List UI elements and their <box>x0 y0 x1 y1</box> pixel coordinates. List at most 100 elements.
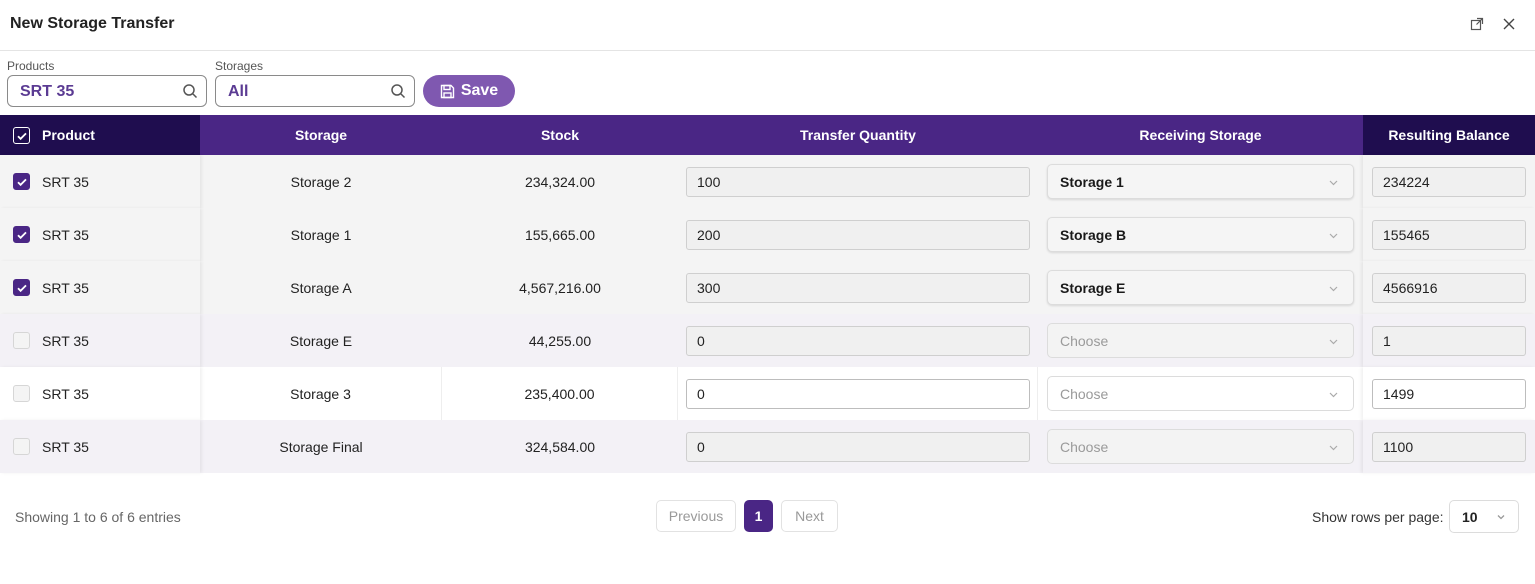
row-checkbox[interactable] <box>13 438 30 455</box>
receiving-storage-value: Choose <box>1060 438 1109 455</box>
storage-cell: Storage 1 <box>290 226 352 243</box>
select-all-checkbox[interactable] <box>13 127 30 144</box>
resulting-balance-input[interactable]: 1100 <box>1372 432 1526 462</box>
check-icon <box>16 132 27 140</box>
resulting-balance-input[interactable]: 1 <box>1372 326 1526 356</box>
stock-cell: 324,584.00 <box>524 438 596 455</box>
product-name: SRT 35 <box>42 385 89 402</box>
rows-per-page-select[interactable]: 10 <box>1449 500 1519 533</box>
receiving-storage-select[interactable]: Storage E <box>1047 270 1354 305</box>
stock-cell: 155,665.00 <box>524 226 596 243</box>
close-icon[interactable] <box>1499 14 1519 34</box>
chevron-down-icon <box>1329 445 1338 451</box>
save-button[interactable]: Save <box>423 75 515 107</box>
product-cell: SRT 35 <box>0 420 200 473</box>
table-header: Product Storage Stock Transfer Quantity … <box>0 115 1535 155</box>
receiving-storage-cell: Choose <box>1038 420 1363 473</box>
window-titlebar: New Storage Transfer <box>0 0 1535 51</box>
receiving-storage-cell: Choose <box>1038 367 1363 420</box>
entries-info: Showing 1 to 6 of 6 entries <box>15 509 181 525</box>
receiving-storage-cell: Storage B <box>1038 208 1363 261</box>
column-header-stock: Stock <box>540 127 580 143</box>
product-cell: SRT 35 <box>0 367 200 420</box>
receiving-storage-value: Choose <box>1060 385 1109 402</box>
receiving-storage-cell: Choose <box>1038 314 1363 367</box>
receiving-storage-select[interactable]: Storage B <box>1047 217 1354 252</box>
product-name: SRT 35 <box>42 226 89 243</box>
product-name: SRT 35 <box>42 173 89 190</box>
column-header-receiving-storage: Receiving Storage <box>1139 127 1262 143</box>
check-icon <box>16 178 27 186</box>
product-name: SRT 35 <box>42 332 89 349</box>
resulting-balance-cell: 4566916 <box>1363 261 1535 314</box>
storage-cell: Storage 2 <box>290 173 352 190</box>
column-header-transfer-quantity: Transfer Quantity <box>800 127 916 143</box>
resulting-balance-input[interactable]: 1499 <box>1372 379 1526 409</box>
transfer-quantity-input[interactable]: 0 <box>686 432 1030 462</box>
receiving-storage-value: Choose <box>1060 332 1109 349</box>
chevron-down-icon <box>1329 392 1338 398</box>
expand-icon[interactable] <box>1467 14 1487 34</box>
product-name: SRT 35 <box>42 279 89 296</box>
row-checkbox[interactable] <box>13 226 30 243</box>
receiving-storage-select[interactable]: Choose <box>1047 429 1354 464</box>
rows-per-page-label: Show rows per page: <box>1312 509 1444 525</box>
search-icon[interactable] <box>182 83 198 99</box>
chevron-down-icon <box>1329 339 1338 345</box>
products-filter-input[interactable] <box>20 82 160 102</box>
storage-cell: Storage Final <box>279 438 363 455</box>
chevron-down-icon <box>1329 233 1338 239</box>
storage-cell: Storage A <box>290 279 352 296</box>
table-row: SRT 35 Storage 1 155,665.00 200 Storage B 155… <box>0 208 1535 261</box>
next-page-button[interactable]: Next <box>781 500 838 532</box>
transfer-quantity-input[interactable]: 0 <box>686 379 1030 409</box>
check-icon <box>16 284 27 292</box>
product-name: SRT 35 <box>42 438 89 455</box>
resulting-balance-input[interactable]: 4566916 <box>1372 273 1526 303</box>
stock-cell: 235,400.00 <box>442 367 678 420</box>
column-header-storage: Storage <box>294 127 348 143</box>
chevron-down-icon <box>1497 515 1505 520</box>
table-row: SRT 35 Storage Final 324,584.00 0 Choose 1100 <box>0 420 1535 473</box>
transfer-quantity-cell: 0 <box>678 314 1038 367</box>
transfer-quantity-input[interactable]: 300 <box>686 273 1030 303</box>
resulting-balance-input[interactable]: 155465 <box>1372 220 1526 250</box>
transfer-quantity-cell: 100 <box>678 155 1038 208</box>
receiving-storage-select[interactable]: Choose <box>1047 376 1354 411</box>
receiving-storage-select[interactable]: Storage 1 <box>1047 164 1354 199</box>
table-row: SRT 35 Storage 3 235,400.00 0 Choose 1499 <box>0 367 1535 420</box>
transfer-quantity-cell: 300 <box>678 261 1038 314</box>
page-1-button[interactable]: 1 <box>744 500 773 532</box>
storage-cell: Storage E <box>289 332 353 349</box>
row-checkbox[interactable] <box>13 279 30 296</box>
receiving-storage-cell: Storage 1 <box>1038 155 1363 208</box>
stock-cell: 234,324.00 <box>524 173 596 190</box>
rows-per-page-value: 10 <box>1462 508 1478 525</box>
resulting-balance-cell: 155465 <box>1363 208 1535 261</box>
previous-page-button[interactable]: Previous <box>656 500 736 532</box>
row-checkbox[interactable] <box>13 332 30 349</box>
storages-filter[interactable] <box>215 75 415 107</box>
transfer-quantity-cell: 0 <box>678 367 1038 420</box>
receiving-storage-cell: Storage E <box>1038 261 1363 314</box>
products-filter[interactable] <box>7 75 207 107</box>
search-icon[interactable] <box>390 83 406 99</box>
stock-cell: 44,255.00 <box>528 332 592 349</box>
product-cell: SRT 35 <box>0 314 200 367</box>
row-checkbox[interactable] <box>13 385 30 402</box>
receiving-storage-value: Storage E <box>1060 279 1126 296</box>
transfer-quantity-input[interactable]: 200 <box>686 220 1030 250</box>
receiving-storage-select[interactable]: Choose <box>1047 323 1354 358</box>
table-row: SRT 35 Storage 2 234,324.00 100 Storage 1 234… <box>0 155 1535 208</box>
transfer-quantity-input[interactable]: 0 <box>686 326 1030 356</box>
chevron-down-icon <box>1329 286 1338 292</box>
resulting-balance-input[interactable]: 234224 <box>1372 167 1526 197</box>
column-header-product: Product <box>0 115 200 155</box>
transfer-quantity-cell: 200 <box>678 208 1038 261</box>
resulting-balance-cell: 1 <box>1363 314 1535 367</box>
storages-filter-input[interactable] <box>228 82 368 102</box>
transfer-quantity-input[interactable]: 100 <box>686 167 1030 197</box>
row-checkbox[interactable] <box>13 173 30 190</box>
receiving-storage-value: Storage 1 <box>1060 173 1124 190</box>
column-header-product-label: Product <box>42 127 95 143</box>
